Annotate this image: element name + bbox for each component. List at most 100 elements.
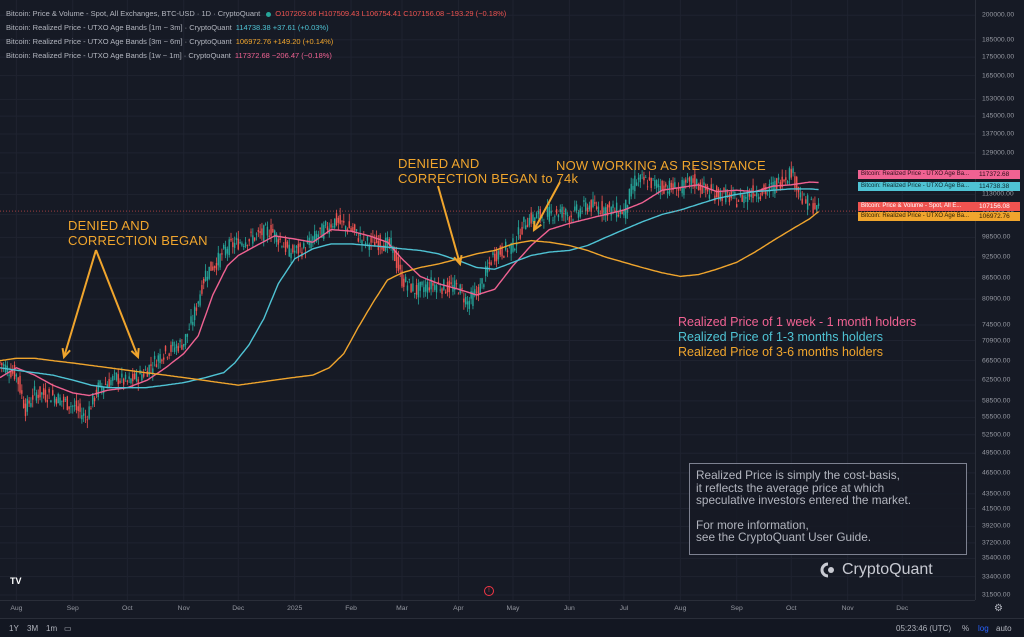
- candle-body: [394, 247, 396, 261]
- candle-body: [745, 197, 747, 199]
- candle-body: [90, 408, 92, 410]
- y-tick-label: 185000.00: [982, 36, 1015, 44]
- candle-body: [734, 192, 736, 196]
- candle-body: [652, 178, 654, 180]
- annotation-arrow-head: [130, 347, 140, 360]
- time-axis[interactable]: Aug Sep Oct Nov Dec 2025 Feb Mar Apr May Jun Jul Aug…: [0, 600, 975, 617]
- candle-body: [683, 180, 685, 196]
- candle-body: [13, 364, 16, 379]
- candle-body: [668, 180, 671, 195]
- annotation-arrow-head: [61, 347, 71, 360]
- candle-body: [615, 202, 618, 218]
- candle-body: [610, 207, 612, 216]
- candle-body: [350, 227, 352, 231]
- chart-plot[interactable]: [0, 0, 975, 600]
- range-1y-button[interactable]: 1Y: [9, 624, 19, 633]
- candle-body: [270, 224, 272, 236]
- candle-body: [412, 283, 414, 292]
- candle-body: [639, 174, 641, 183]
- candle-body: [364, 242, 367, 245]
- auto-toggle[interactable]: auto: [996, 624, 1012, 633]
- legend-row-1w-1m[interactable]: Bitcoin: Realized Price - UTXO Age Bands…: [6, 49, 506, 63]
- candle-body: [319, 227, 321, 230]
- legend-row-3m-6m[interactable]: Bitcoin: Realized Price - UTXO Age Bands…: [6, 35, 506, 49]
- gear-icon[interactable]: ⚙: [994, 603, 1003, 614]
- candle-body: [630, 183, 632, 197]
- candle-body: [401, 270, 403, 287]
- candle-body: [534, 217, 536, 222]
- info-box: Realized Price is simply the cost-basis,…: [689, 463, 967, 555]
- candle-body: [783, 179, 785, 182]
- info-line: speculative investors entered the market…: [696, 493, 912, 507]
- candle-body: [73, 405, 76, 407]
- candle-body: [459, 284, 461, 294]
- candle-body: [739, 193, 742, 196]
- annotation-resistance: NOW WORKING AS RESISTANCE: [556, 158, 766, 173]
- candle-body: [803, 193, 805, 195]
- y-tick-label: 31500.00: [982, 591, 1011, 599]
- candle-body: [119, 380, 121, 383]
- candle-body: [310, 240, 312, 249]
- legend-row-1m-3m[interactable]: Bitcoin: Realized Price - UTXO Age Bands…: [6, 21, 506, 35]
- range-3m-button[interactable]: 3M: [27, 624, 39, 633]
- candle-body: [654, 180, 656, 186]
- candle-body: [539, 209, 541, 218]
- percent-toggle[interactable]: %: [962, 624, 970, 633]
- candle-body: [785, 177, 787, 181]
- candle-body: [674, 182, 676, 189]
- candle-body: [515, 243, 518, 246]
- legend-row-price[interactable]: Bitcoin: Price & Volume - Spot, All Exch…: [6, 7, 506, 21]
- candle-body: [730, 191, 732, 198]
- candle-body: [719, 191, 722, 201]
- candle-body: [419, 281, 421, 291]
- alert-icon[interactable]: !: [484, 586, 494, 596]
- candle-body: [312, 236, 314, 241]
- y-tick-label: 80900.00: [982, 295, 1011, 303]
- candle-body: [597, 206, 600, 214]
- candle-body: [133, 373, 136, 379]
- range-1m-button[interactable]: 1m: [46, 624, 58, 633]
- candle-body: [317, 234, 320, 238]
- candle-body: [570, 215, 572, 218]
- candle-body: [439, 289, 441, 291]
- annotation-denied-mid: DENIED AND CORRECTION BEGAN to 74k: [398, 156, 578, 186]
- candle-body: [261, 228, 263, 236]
- x-tick-label: 2025: [287, 605, 303, 612]
- tradingview-logo-icon[interactable]: TV: [10, 576, 22, 586]
- candle-body: [384, 237, 387, 251]
- candle-body: [415, 284, 418, 295]
- candle-body: [275, 233, 278, 242]
- candle-body: [586, 207, 589, 212]
- price-axis[interactable]: 200000.00 185000.00 175000.00 165000.00 1530…: [975, 0, 1024, 600]
- calendar-icon[interactable]: ▭: [64, 624, 72, 633]
- candle-body: [55, 398, 58, 405]
- candle-body: [201, 285, 203, 294]
- candle-body: [670, 182, 672, 188]
- series-label-pink: Realized Price of 1 week - 1 month holde…: [678, 315, 917, 329]
- annotation-line: DENIED AND: [398, 156, 480, 171]
- candle-body: [481, 278, 483, 284]
- candle-body: [774, 180, 776, 194]
- candle-body: [299, 243, 301, 247]
- price-candles: [0, 161, 820, 429]
- y-tick-label: 74500.00: [982, 321, 1011, 329]
- candle-body: [703, 182, 705, 186]
- candle-body: [137, 379, 139, 384]
- candle-body: [812, 203, 814, 214]
- candle-body: [464, 297, 467, 305]
- candle-body: [30, 403, 32, 407]
- candle-body: [432, 283, 434, 286]
- candle-body: [637, 177, 640, 180]
- candle-body: [477, 287, 480, 297]
- candle-body: [168, 353, 170, 357]
- candle-body: [135, 371, 138, 381]
- candle-body: [643, 176, 645, 181]
- clock-time[interactable]: 05:23:46 (UTC): [896, 624, 952, 633]
- candle-body: [646, 186, 649, 188]
- log-toggle[interactable]: log: [978, 624, 989, 633]
- candle-body: [92, 393, 94, 405]
- annotation-arrow-head: [453, 254, 463, 267]
- candle-body: [424, 284, 427, 292]
- y-tick-label: 66500.00: [982, 357, 1011, 365]
- candle-body: [421, 281, 423, 286]
